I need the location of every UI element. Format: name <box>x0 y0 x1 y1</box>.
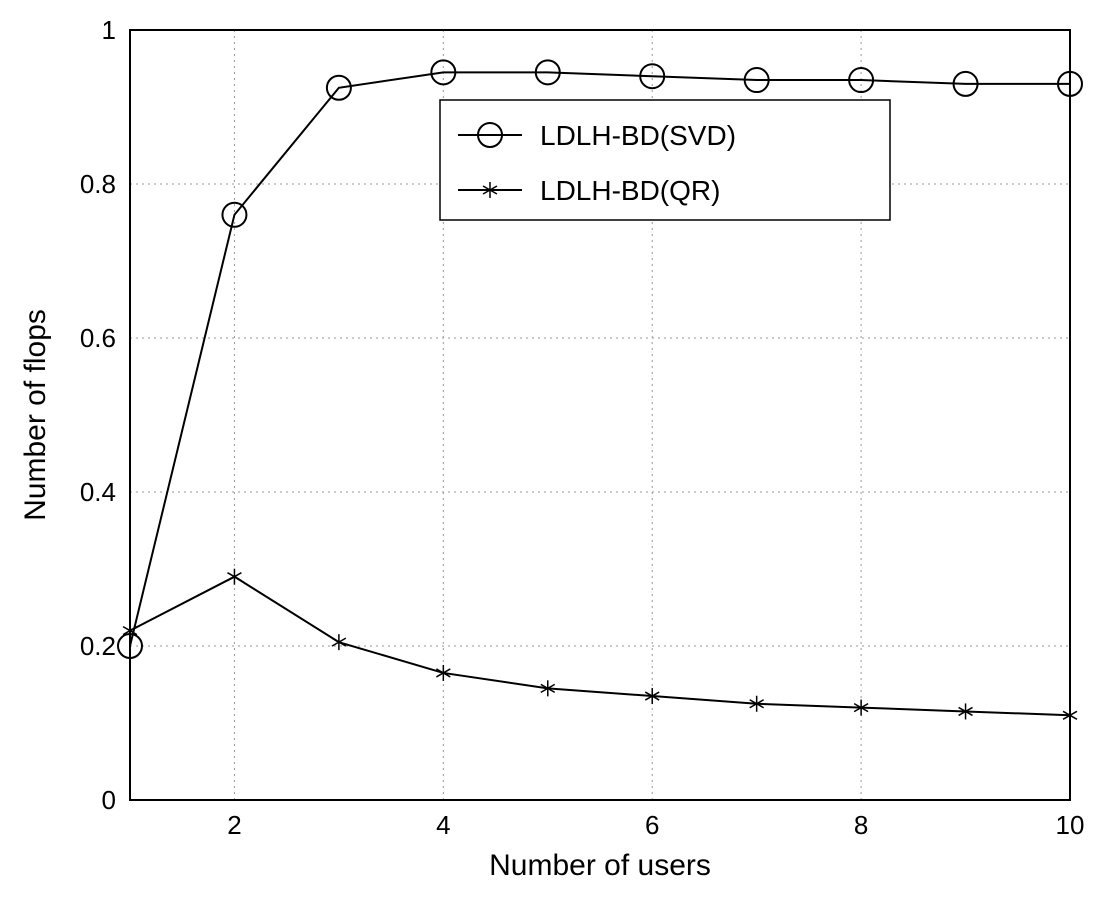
y-tick-label: 0 <box>102 785 116 815</box>
x-tick-label: 10 <box>1056 810 1085 840</box>
y-tick-label: 0.2 <box>80 631 116 661</box>
flops-chart: 0 0.2 0.4 0.6 0.8 1 2 4 6 8 10 LDLH-BD(SVD) LDLH-BD… <box>0 0 1116 900</box>
y-tick-label: 0.4 <box>80 477 116 507</box>
x-tick-label: 4 <box>436 810 450 840</box>
x-axis-label: Number of users <box>489 849 711 882</box>
x-tick-label: 6 <box>645 810 659 840</box>
y-tick-label: 0.8 <box>80 169 116 199</box>
y-tick-label: 1 <box>102 15 116 45</box>
legend-entry: LDLH-BD(SVD) <box>540 120 736 151</box>
y-axis-label: Number of flops <box>19 309 52 521</box>
y-tick-label: 0.6 <box>80 323 116 353</box>
x-tick-label: 2 <box>227 810 241 840</box>
x-tick-label: 8 <box>854 810 868 840</box>
legend-entry: LDLH-BD(QR) <box>540 175 720 206</box>
